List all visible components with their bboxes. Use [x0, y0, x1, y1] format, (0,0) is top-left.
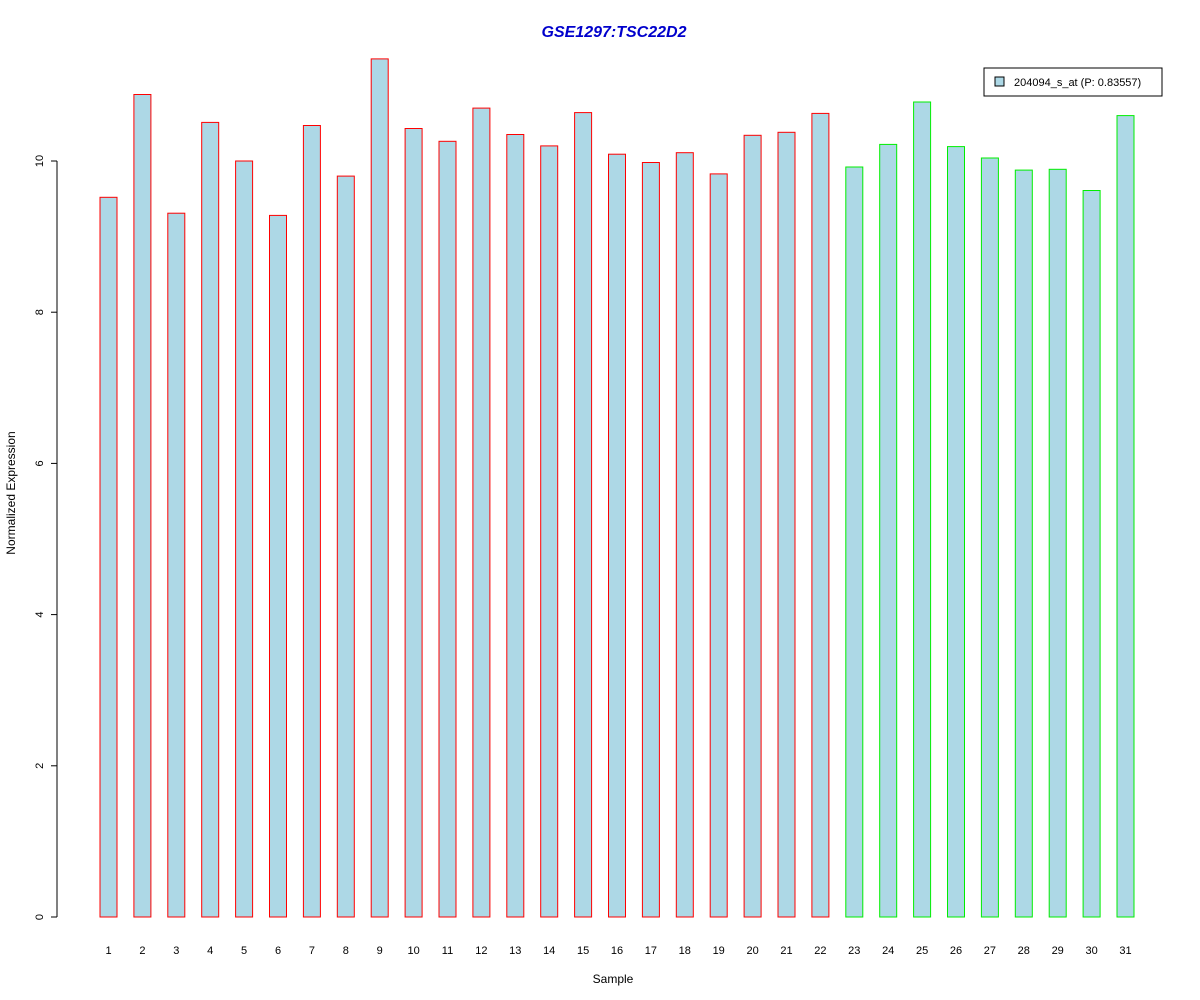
- bar-sample-23: [845, 166, 864, 918]
- bar-sample-21: [777, 131, 796, 918]
- x-tick-label: 29: [1052, 945, 1064, 957]
- bar-sample-8: [336, 175, 355, 918]
- x-tick-label: 7: [309, 945, 315, 957]
- bar-sample-14: [540, 145, 559, 918]
- bar-sample-2: [133, 94, 152, 918]
- bar-sample-20: [743, 134, 762, 918]
- bar-sample-27: [980, 157, 999, 918]
- x-tick-label: 10: [407, 945, 419, 957]
- x-tick-label: 21: [780, 945, 792, 957]
- y-tick-label: 6: [34, 460, 46, 466]
- x-tick-label: 18: [679, 945, 691, 957]
- x-tick-label: 26: [950, 945, 962, 957]
- x-tick-label: 27: [984, 945, 996, 957]
- y-tick-label: 4: [34, 612, 46, 618]
- legend-swatch: [994, 76, 1005, 87]
- bar-sample-4: [201, 121, 220, 918]
- x-tick-label: 15: [577, 945, 589, 957]
- bar-sample-12: [472, 107, 491, 918]
- x-tick-label: 1: [105, 945, 111, 957]
- x-tick-label: 4: [207, 945, 213, 957]
- y-axis-title: Normalized Expression: [4, 431, 18, 554]
- chart-title: GSE1297:TSC22D2: [542, 24, 687, 41]
- x-tick-label: 8: [343, 945, 349, 957]
- bar-sample-25: [913, 101, 932, 918]
- x-tick-label: 20: [746, 945, 758, 957]
- x-tick-label: 2: [139, 945, 145, 957]
- bar-sample-26: [947, 146, 965, 918]
- x-tick-label: 30: [1085, 945, 1097, 957]
- bar-sample-18: [675, 152, 694, 918]
- x-tick-label: 22: [814, 945, 826, 957]
- x-tick-label: 3: [173, 945, 179, 957]
- x-tick-label: 24: [882, 945, 894, 957]
- bar-sample-9: [370, 58, 389, 918]
- bar-sample-19: [709, 173, 728, 918]
- x-tick-labels: 1 2 3 4 5 6 7 8 9 10 11 12 13 14 15 16 17 18 19 20 21 22 23 24 2…: [105, 945, 1131, 957]
- x-tick-label: 9: [377, 945, 383, 957]
- x-tick-label: 13: [509, 945, 521, 957]
- bar-sample-30: [1082, 190, 1101, 918]
- x-tick-label: 14: [543, 945, 555, 957]
- x-tick-label: 23: [848, 945, 860, 957]
- x-tick-label: 16: [611, 945, 623, 957]
- bar-sample-15: [574, 112, 593, 918]
- bar-sample-5: [235, 160, 254, 918]
- bar-sample-16: [608, 153, 626, 918]
- x-tick-label: 11: [442, 945, 453, 957]
- legend: 204094_s_at (P: 0.83557): [983, 67, 1163, 97]
- y-axis: 0 2 4 6 8 10: [34, 155, 58, 920]
- bar-sample-22: [811, 112, 830, 918]
- x-tick-label: 5: [241, 945, 247, 957]
- legend-label: 204094_s_at (P: 0.83557): [1014, 77, 1141, 89]
- bar-sample-3: [167, 212, 186, 918]
- x-tick-label: 19: [713, 945, 725, 957]
- bar-series: [99, 58, 1135, 918]
- bar-sample-11: [438, 140, 457, 918]
- bar-sample-13: [506, 134, 525, 918]
- y-tick-label: 8: [34, 309, 46, 315]
- y-tick-label: 10: [34, 155, 46, 167]
- bar-sample-24: [879, 143, 898, 918]
- x-tick-label: 28: [1018, 945, 1030, 957]
- bar-sample-1: [99, 196, 118, 918]
- x-tick-label: 25: [916, 945, 928, 957]
- y-tick-label: 2: [34, 763, 46, 769]
- x-tick-label: 6: [275, 945, 281, 957]
- bar-sample-28: [1014, 169, 1033, 918]
- bar-sample-7: [302, 125, 321, 918]
- x-axis-title: Sample: [593, 972, 634, 986]
- bar-sample-29: [1048, 168, 1067, 918]
- bar-sample-6: [269, 214, 287, 918]
- x-tick-label: 12: [475, 945, 487, 957]
- bar-sample-17: [641, 162, 660, 918]
- x-tick-label: 17: [645, 945, 657, 957]
- legend-box: [983, 67, 1163, 97]
- y-tick-label: 0: [34, 914, 46, 920]
- bar-sample-10: [404, 128, 423, 918]
- bar-sample-31: [1116, 115, 1135, 918]
- x-tick-label: 31: [1119, 945, 1131, 957]
